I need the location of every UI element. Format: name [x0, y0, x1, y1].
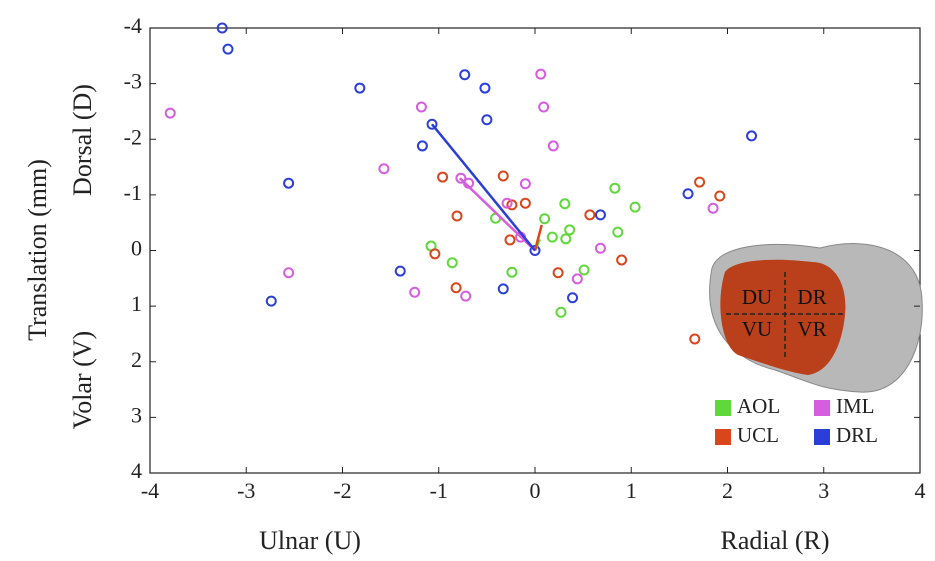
point — [437, 171, 449, 183]
point — [552, 267, 564, 279]
point — [415, 101, 427, 113]
point — [164, 107, 176, 119]
point — [504, 234, 516, 246]
point — [682, 188, 694, 200]
point — [416, 140, 428, 152]
point — [216, 22, 228, 34]
legend-label: IML — [836, 394, 875, 418]
x-axis-label-left: Ulnar (U) — [259, 526, 361, 555]
point — [564, 224, 576, 236]
point — [546, 231, 558, 243]
y-tick-label: 4 — [131, 458, 142, 483]
point — [283, 267, 295, 279]
point — [497, 283, 509, 295]
point — [446, 257, 458, 269]
point — [283, 177, 295, 189]
point — [694, 176, 706, 188]
point — [594, 242, 606, 254]
point — [426, 118, 438, 130]
point — [571, 273, 583, 285]
inset-surface — [720, 259, 846, 375]
y-axis-label-top: Dorsal (D) — [68, 84, 97, 196]
inset-label: VR — [797, 317, 826, 341]
point — [481, 114, 493, 126]
point — [429, 248, 441, 260]
point — [584, 209, 596, 221]
y-axis-label-bottom: Volar (V) — [68, 331, 97, 429]
point — [707, 202, 719, 214]
y-tick-label: -2 — [124, 124, 142, 149]
point — [538, 101, 550, 113]
point — [594, 209, 606, 221]
mean-vector — [533, 224, 543, 251]
point — [479, 82, 491, 94]
x-tick-label: -3 — [237, 478, 255, 503]
inset-label: VU — [742, 317, 772, 341]
point — [746, 130, 758, 142]
point — [394, 265, 406, 277]
point — [612, 226, 624, 238]
point — [629, 201, 641, 213]
point — [222, 43, 234, 55]
point — [567, 292, 579, 304]
inset-label: DU — [742, 285, 772, 309]
point — [559, 198, 571, 210]
legend-label: UCL — [737, 423, 779, 447]
point — [378, 163, 390, 175]
x-tick-label: -1 — [430, 478, 448, 503]
x-axis-label-right: Radial (R) — [720, 526, 829, 555]
point — [609, 182, 621, 194]
x-tick-label: 1 — [626, 478, 637, 503]
x-tick-label: 0 — [530, 478, 541, 503]
point — [450, 282, 462, 294]
y-tick-label: 3 — [131, 402, 142, 427]
point — [409, 286, 421, 298]
point — [506, 266, 518, 278]
x-tick-label: 2 — [722, 478, 733, 503]
y-tick-label: -1 — [124, 180, 142, 205]
mean-vector — [431, 123, 536, 252]
y-tick-label: 2 — [131, 347, 142, 372]
point — [578, 264, 590, 276]
inset-wrist: DU DR VU VR — [709, 243, 923, 393]
x-tick-label: -2 — [333, 478, 351, 503]
inset-label: DR — [797, 285, 826, 309]
y-tick-label: 0 — [131, 236, 142, 261]
point — [265, 295, 277, 307]
mean-vector — [459, 177, 536, 252]
point — [497, 170, 509, 182]
legend-swatch — [814, 400, 830, 416]
point — [547, 140, 559, 152]
legend-swatch — [715, 400, 731, 416]
legend-swatch — [715, 429, 731, 445]
y-tick-label: -4 — [124, 13, 142, 38]
point — [555, 306, 567, 318]
point — [455, 172, 467, 184]
point — [714, 190, 726, 202]
point — [506, 199, 518, 211]
point — [560, 233, 572, 245]
x-tick-label: 3 — [818, 478, 829, 503]
point — [451, 210, 463, 222]
legend-label: DRL — [836, 423, 878, 447]
point — [535, 68, 547, 80]
legend-label: AOL — [737, 394, 780, 418]
point — [689, 333, 701, 345]
legend-swatch — [814, 429, 830, 445]
point — [460, 290, 472, 302]
point — [539, 213, 551, 225]
point — [459, 69, 471, 81]
y-tick-label: -3 — [124, 69, 142, 94]
y-tick-label: 1 — [131, 291, 142, 316]
point — [354, 82, 366, 94]
point — [616, 254, 628, 266]
y-axis-label: Translation (mm) — [23, 159, 52, 341]
point — [519, 178, 531, 190]
point — [501, 197, 513, 209]
point — [519, 197, 531, 209]
x-tick-label: -4 — [141, 478, 159, 503]
x-tick-label: 4 — [915, 478, 926, 503]
